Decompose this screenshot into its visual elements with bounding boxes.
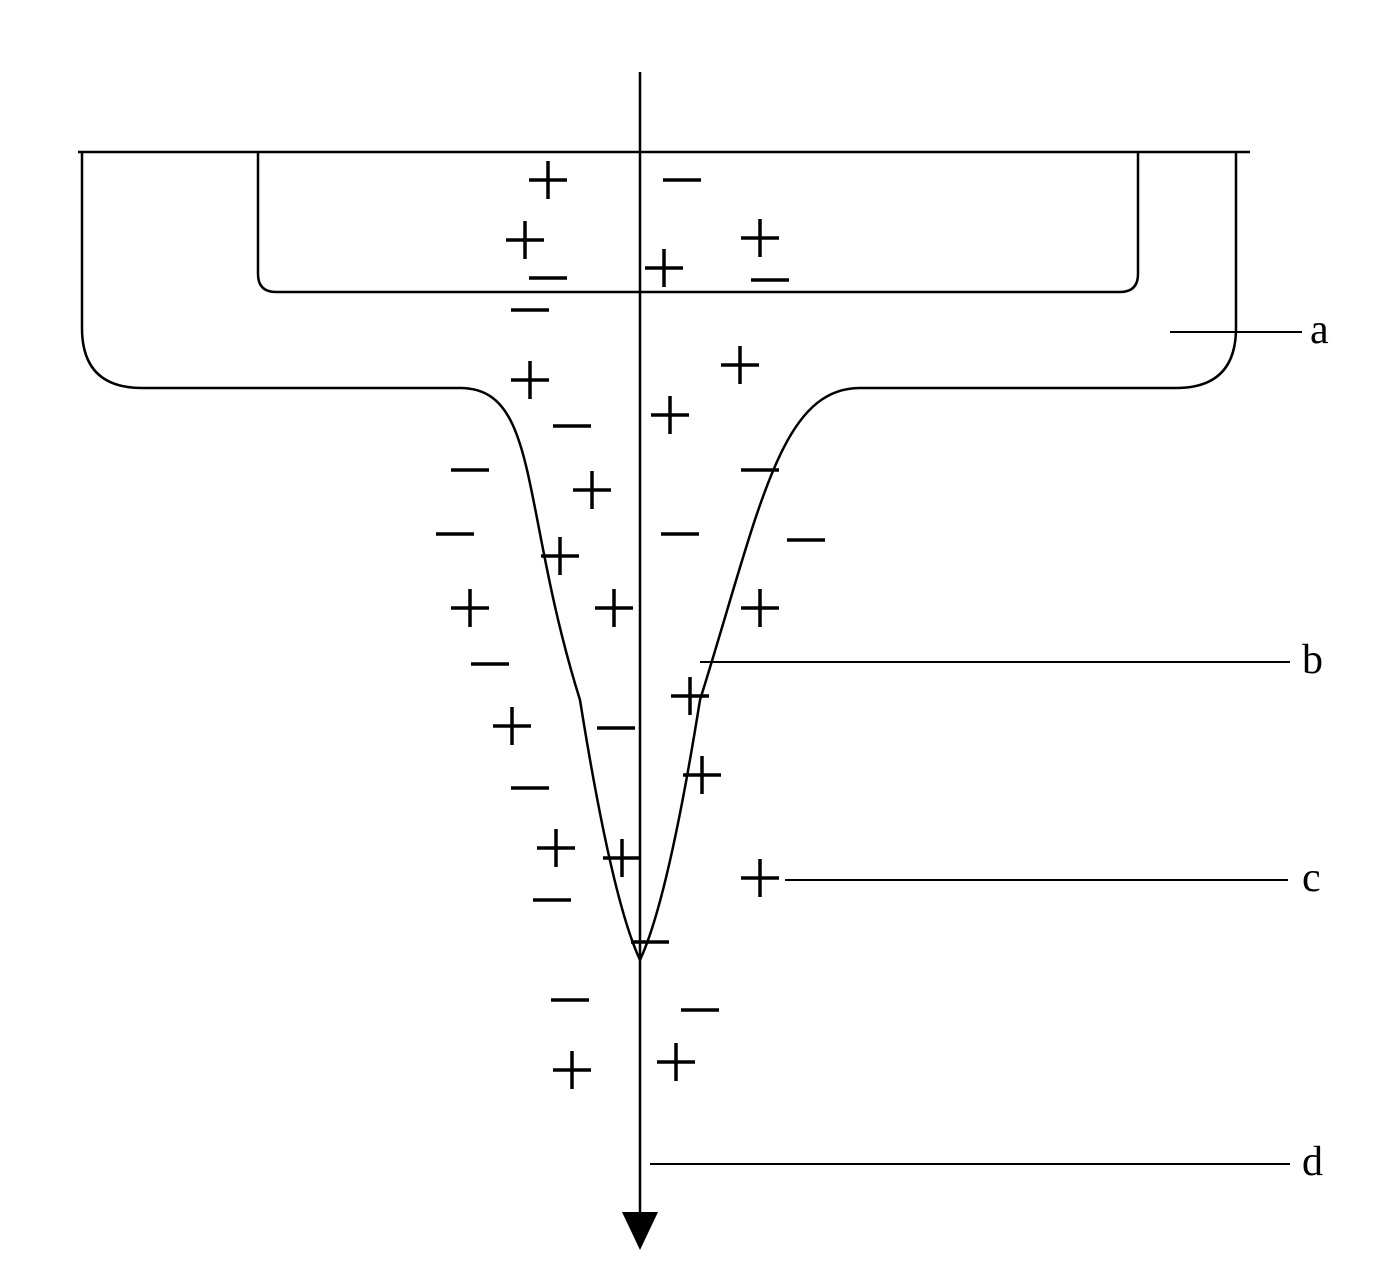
plus-icon	[741, 589, 779, 627]
plus-icon	[529, 161, 567, 199]
plus-icon	[741, 859, 779, 897]
label-d: d	[1302, 1138, 1323, 1186]
plus-icon	[603, 839, 641, 877]
plus-icon	[671, 677, 709, 715]
inner-band	[258, 152, 1138, 292]
plus-icon	[651, 396, 689, 434]
plus-icon	[553, 1051, 591, 1089]
plus-icon	[511, 361, 549, 399]
plus-icon	[595, 589, 633, 627]
label-d-text: d	[1302, 1139, 1323, 1185]
diagram-canvas	[0, 0, 1391, 1287]
label-a-text: a	[1310, 307, 1329, 353]
plus-icon	[741, 219, 779, 257]
label-c-text: c	[1302, 855, 1321, 901]
label-a: a	[1310, 306, 1329, 354]
plus-icon	[657, 1043, 695, 1081]
plus-icon	[573, 471, 611, 509]
label-b: b	[1302, 636, 1323, 684]
label-b-text: b	[1302, 637, 1323, 683]
plus-icon	[721, 346, 759, 384]
label-c: c	[1302, 854, 1321, 902]
plus-icon	[645, 249, 683, 287]
plus-icon	[537, 829, 575, 867]
plus-icon	[506, 221, 544, 259]
plus-icon	[493, 707, 531, 745]
axis-arrowhead-icon	[622, 1212, 658, 1250]
outer-profile	[82, 152, 1236, 960]
plus-icon	[451, 589, 489, 627]
